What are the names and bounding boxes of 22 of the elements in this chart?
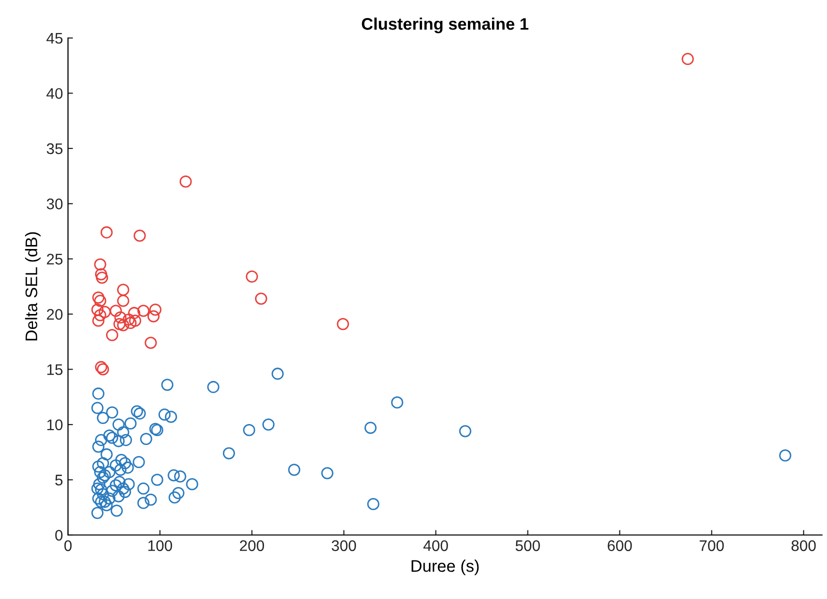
y-tick-label: 25 (46, 254, 62, 265)
y-axis-title: Delta SEL (dB) (25, 232, 41, 340)
chart-title: Clustering semaine 1 (362, 18, 528, 34)
x-tick-label: 700 (700, 540, 724, 552)
x-tick-label: 500 (516, 540, 540, 552)
y-tick-label: 40 (46, 88, 63, 99)
x-tick-label: 0 (64, 540, 72, 552)
x-tick-label: 800 (792, 540, 816, 552)
x-axis-title: Duree (s) (412, 560, 479, 576)
y-tick-label: 20 (46, 308, 63, 320)
y-tick-label: 35 (46, 143, 62, 154)
x-tick-label: 100 (148, 540, 172, 552)
y-tick-label: 0 (55, 530, 63, 541)
y-tick-label: 10 (47, 419, 63, 430)
x-tick-label: 200 (240, 540, 264, 552)
y-tick-label: 45 (46, 33, 62, 44)
x-tick-label: 400 (423, 540, 448, 552)
y-tick-label: 5 (55, 474, 62, 486)
y-tick-label: 15 (47, 364, 62, 376)
y-tick-label: 30 (46, 198, 63, 210)
x-tick-label: 300 (332, 540, 356, 552)
x-tick-label: 600 (608, 540, 632, 552)
